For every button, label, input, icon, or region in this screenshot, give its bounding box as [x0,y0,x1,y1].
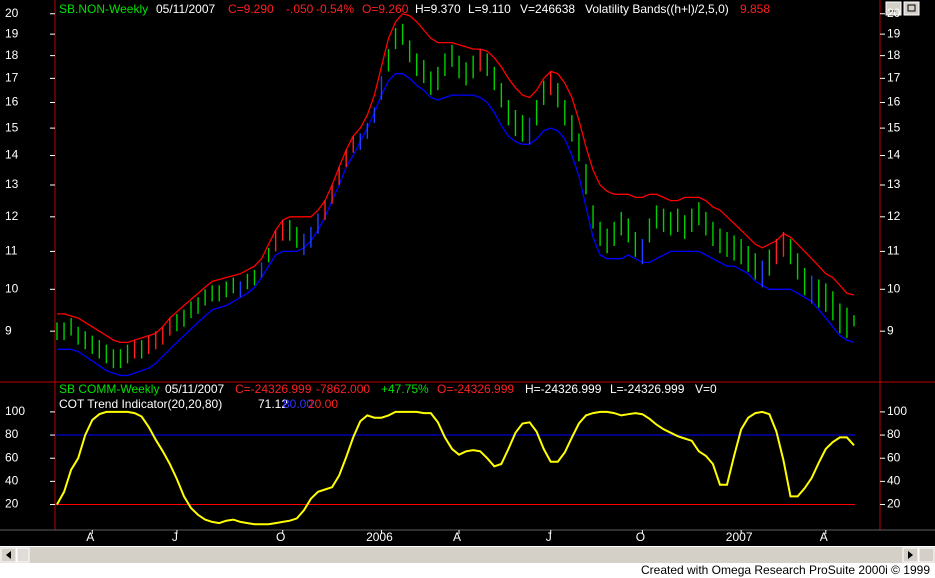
indicator-line [56,410,855,526]
x-tick-label: O [276,530,285,544]
y-tick-label: 18 [887,48,901,62]
arrow-right [908,551,913,559]
y-tick-label: 9 [5,323,12,337]
x-tick-label: O [636,530,645,544]
y-tick-label: 13 [5,177,19,191]
y-tick-label: 40 [887,474,901,488]
open: O=9.260 [362,2,409,16]
x-tick-label: J [546,530,552,544]
x-tick-label: J [172,530,178,544]
y-tick-label: 11 [5,244,18,258]
date: 05/11/2007 [156,2,215,16]
minimize-button[interactable] [885,1,902,16]
high: H=9.370 [415,2,461,16]
scroll-thumb[interactable] [16,547,30,563]
band-line [57,13,855,344]
change: -.050 [286,2,314,16]
scroll-end[interactable] [918,547,935,563]
x-tick-label: A [86,530,94,544]
band-name: Volatility Bands((h+l)/2,5,0) [585,2,729,16]
y-tick-label: 10 [887,281,901,295]
footer: Created with Omega Research ProSuite 200… [641,563,930,577]
y-tick-label: 60 [887,450,901,464]
y-tick-label: 19 [5,26,19,40]
close: C=9.290 [228,2,274,16]
y-tick-label: 19 [887,26,901,40]
y-tick-label: 9 [887,323,894,337]
y-tick-label: 15 [887,120,901,134]
symbol: SB.NON-Weekly [59,2,148,16]
low: L=-24326.999 [610,382,685,396]
open: O=-24326.999 [437,382,514,396]
date: 05/11/2007 [165,382,224,396]
upper-level: 80.00 [283,397,313,411]
low: L=9.110 [468,2,511,16]
y-tick-label: 80 [887,427,901,441]
close: C=-24326.999 [235,382,312,396]
y-tick-label: 60 [5,450,19,464]
y-tick-label: 17 [887,71,901,85]
y-tick-label: 14 [5,148,19,162]
change: -7862.000 [316,382,370,396]
x-tick-label: A [453,530,461,544]
y-tick-label: 80 [5,427,19,441]
y-tick-label: 11 [887,244,900,258]
maximize-button[interactable] [903,1,920,16]
y-tick-label: 40 [5,474,19,488]
y-tick-label: 14 [887,148,901,162]
high: H=-24326.999 [525,382,602,396]
background [0,0,935,546]
band-line [57,73,855,377]
y-tick-label: 17 [5,71,19,85]
maximize-icon [907,4,916,12]
volume: V=246638 [520,2,575,16]
x-tick-label: 2007 [726,530,753,544]
arrow-left [6,551,11,559]
change-pct: -0.54% [316,2,354,16]
symbol: SB COMM-Weekly [59,382,159,396]
y-tick-label: 16 [887,95,901,109]
x-tick-label: A [820,530,828,544]
lower-level: 20.00 [308,397,338,411]
indicator-value: 71.12 [258,397,288,411]
indicator-name: COT Trend Indicator(20,20,80) [59,397,222,411]
y-tick-label: 100 [887,404,907,418]
y-tick-label: 15 [5,120,19,134]
band-value: 9.858 [740,2,770,16]
y-tick-label: 12 [5,209,19,223]
y-tick-label: 20 [5,6,19,20]
change-pct: +47.75% [381,382,429,396]
y-tick-label: 100 [5,404,25,418]
x-tick-label: 2006 [366,530,393,544]
y-tick-label: 20 [5,497,19,511]
y-tick-label: 20 [887,6,901,20]
y-tick-label: 20 [887,497,901,511]
y-tick-label: 10 [5,281,19,295]
volume: V=0 [695,382,717,396]
y-tick-label: 18 [5,48,19,62]
y-tick-label: 16 [5,95,19,109]
y-tick-label: 13 [887,177,901,191]
scrollbar[interactable] [0,547,935,563]
y-tick-label: 12 [887,209,901,223]
